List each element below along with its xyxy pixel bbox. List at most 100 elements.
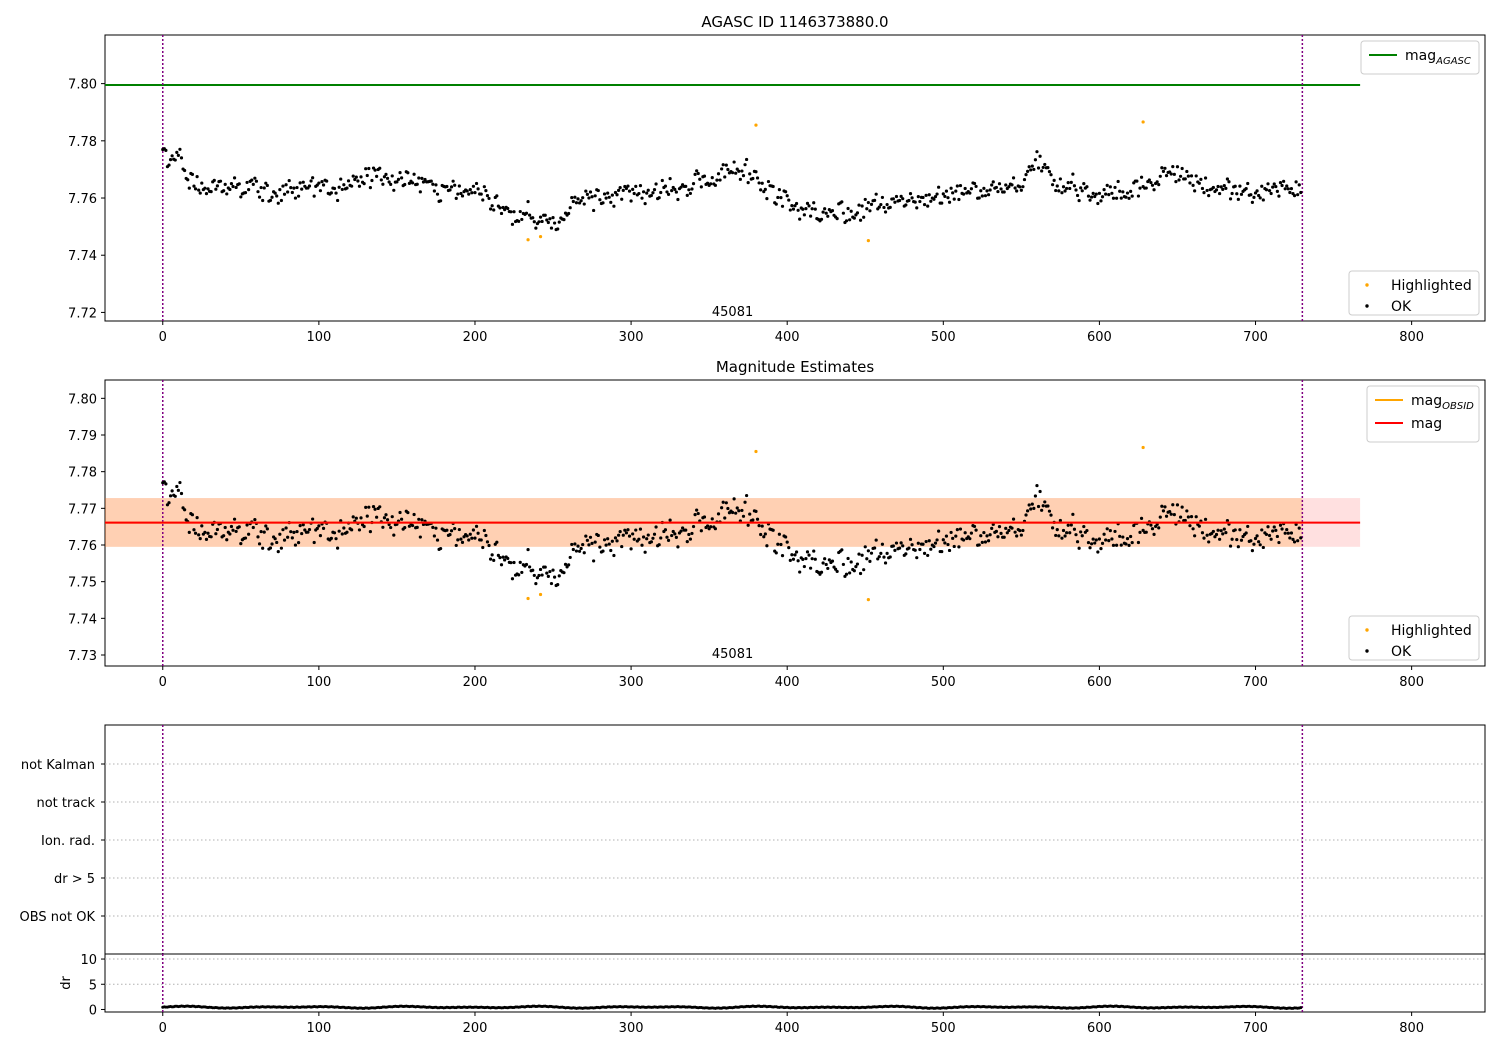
- ok-point: [283, 539, 286, 542]
- ok-point: [192, 528, 195, 531]
- ok-point: [1120, 197, 1123, 200]
- ok-point: [826, 567, 829, 570]
- ok-point: [772, 529, 775, 532]
- ok-point: [790, 204, 793, 207]
- ok-point: [918, 548, 921, 551]
- ok-point: [1074, 188, 1077, 191]
- x-tick-label-1: 100: [306, 675, 331, 690]
- ok-point: [722, 163, 725, 166]
- ok-point: [245, 523, 248, 526]
- x-tick-label-0: 400: [775, 330, 800, 345]
- ok-point: [297, 541, 300, 544]
- ok-point: [1288, 536, 1291, 539]
- ok-point: [664, 528, 667, 531]
- ok-point: [956, 528, 959, 531]
- legend-label-0: OK: [1391, 299, 1412, 315]
- ok-point: [214, 532, 217, 535]
- ok-point: [1270, 192, 1273, 195]
- ok-point: [334, 191, 337, 194]
- ok-point: [274, 192, 277, 195]
- ok-point: [605, 544, 608, 547]
- ok-point: [363, 182, 366, 185]
- ok-point: [1181, 506, 1184, 509]
- ok-point: [239, 542, 242, 545]
- ok-point: [216, 184, 219, 187]
- ok-point: [431, 526, 434, 529]
- ok-point: [300, 532, 303, 535]
- ok-point: [973, 182, 976, 185]
- ok-point: [857, 204, 860, 207]
- ok-point: [473, 537, 476, 540]
- ok-point: [612, 554, 615, 557]
- ok-point: [533, 220, 536, 223]
- ok-point: [937, 186, 940, 189]
- ok-point: [904, 552, 907, 555]
- ok-point: [634, 185, 637, 188]
- ok-point: [654, 525, 657, 528]
- ok-point: [1010, 527, 1013, 530]
- ok-point: [359, 516, 362, 519]
- ok-point: [865, 557, 868, 560]
- legend-label-1: Highlighted: [1391, 623, 1472, 639]
- ok-point: [647, 533, 650, 536]
- ok-point: [1112, 544, 1115, 547]
- ok-point: [1296, 193, 1299, 196]
- ok-point: [517, 573, 520, 576]
- ok-point: [519, 210, 522, 213]
- x-tick-label-0: 300: [619, 330, 644, 345]
- ok-point: [820, 571, 823, 574]
- ok-point: [745, 494, 748, 497]
- ok-point: [998, 525, 1001, 528]
- ok-point: [1046, 166, 1049, 169]
- ok-point: [534, 582, 537, 585]
- ok-point: [892, 197, 895, 200]
- ok-point: [985, 534, 988, 537]
- ok-point: [284, 183, 287, 186]
- ok-point: [614, 536, 617, 539]
- ok-point: [1012, 176, 1015, 179]
- ok-point: [383, 516, 386, 519]
- ok-point: [194, 532, 197, 535]
- ok-point: [342, 183, 345, 186]
- ok-point: [1259, 543, 1262, 546]
- ok-point: [597, 534, 600, 537]
- panel-4-frame: [105, 954, 1485, 1012]
- ok-point: [1296, 539, 1299, 542]
- ok-point: [1187, 175, 1190, 178]
- ok-point: [633, 538, 636, 541]
- ok-point: [180, 156, 183, 159]
- y-tick-label-3: 5: [89, 978, 97, 993]
- ok-point: [734, 512, 737, 515]
- ok-point: [258, 196, 261, 199]
- ok-point: [793, 553, 796, 556]
- ok-point: [472, 185, 475, 188]
- ok-point: [1198, 182, 1201, 185]
- panel-1-legend-reference: magAGASC: [1361, 41, 1479, 74]
- ok-point: [709, 182, 712, 185]
- ok-point: [620, 198, 623, 201]
- ok-point: [1159, 516, 1162, 519]
- ok-point: [263, 186, 266, 189]
- ok-point: [974, 529, 977, 532]
- ok-point: [476, 187, 479, 190]
- ok-point: [333, 531, 336, 534]
- ok-point: [1106, 184, 1109, 187]
- ok-point: [472, 528, 475, 531]
- ok-point: [381, 526, 384, 529]
- ok-point: [1274, 185, 1277, 188]
- ok-point: [375, 516, 378, 519]
- ok-point: [978, 196, 981, 199]
- ok-point: [583, 551, 586, 554]
- ok-point: [1015, 189, 1018, 192]
- ok-point: [551, 216, 554, 219]
- ok-point: [487, 197, 490, 200]
- panel-4-plot-area: 01002003004005006007008000510: [80, 953, 1485, 1036]
- ok-point: [968, 191, 971, 194]
- ok-point: [1220, 529, 1223, 532]
- ok-point: [384, 173, 387, 176]
- ok-point: [1202, 537, 1205, 540]
- ok-point: [589, 190, 592, 193]
- ok-point: [534, 227, 537, 230]
- ok-point: [1204, 518, 1207, 521]
- ok-point: [275, 194, 278, 197]
